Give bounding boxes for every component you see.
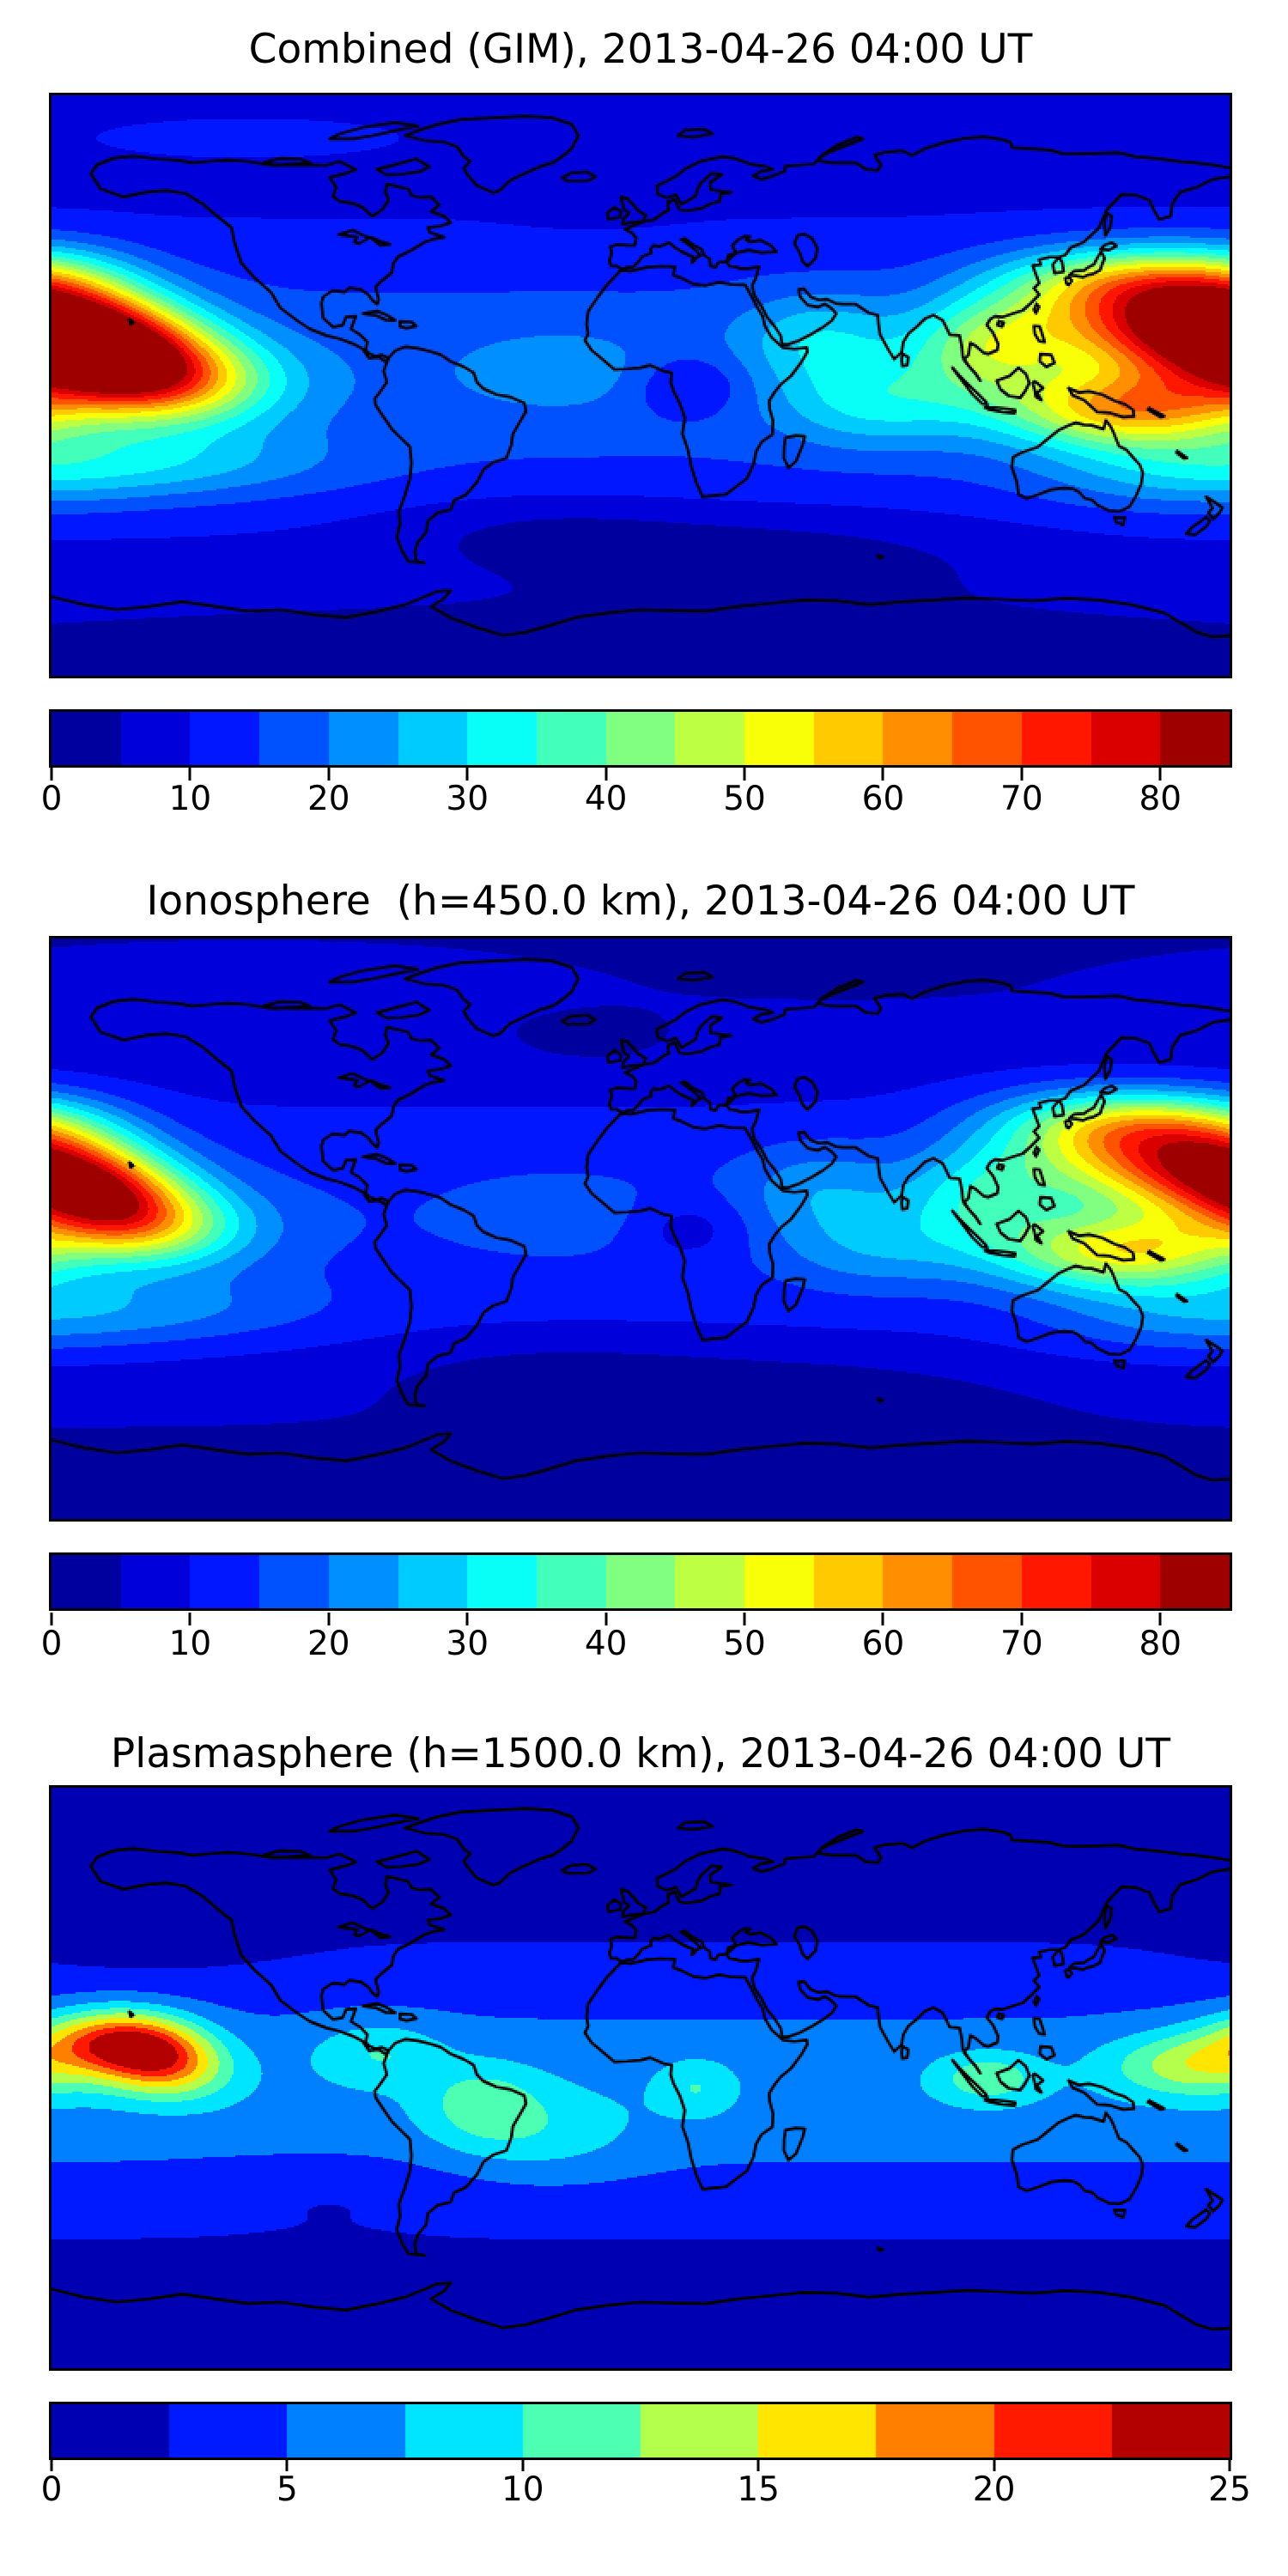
panel-title: Ionosphere (h=450.0 km), 2013-04-26 04:0…	[146, 878, 1135, 925]
colorbar-tick-label: 20	[307, 1625, 350, 1663]
colorbar-ticks	[50, 1613, 1230, 1626]
colorbar-tick-label: 50	[723, 1625, 766, 1663]
colorbar-tick-label: 10	[501, 2470, 544, 2509]
colorbar-tick	[285, 2458, 289, 2471]
panel-combined: Combined (GIM), 2013-04-26 04:00 UT 0 10 2…	[41, 0, 1232, 850]
colorbar-tick-labels: 0 5 10 15 20 25	[41, 2470, 1251, 2515]
colorbar-tick-label: 70	[1000, 780, 1043, 818]
map-frame	[49, 93, 1232, 678]
colorbar-tick	[50, 1613, 53, 1625]
colorbar-frame	[49, 1552, 1232, 1611]
colorbar-tick	[881, 1613, 884, 1625]
colorbar-tick-label: 0	[40, 2470, 63, 2509]
colorbar-tick-labels: 0 10 20 30 40 50 60 70 80	[41, 780, 1230, 824]
colorbar-tick	[465, 768, 469, 781]
colorbar-tick	[881, 768, 884, 781]
colorbar-tick-label: 80	[1139, 1625, 1182, 1663]
map-canvas-plasmasphere	[52, 1788, 1230, 2368]
colorbar-tick-label: 20	[972, 2470, 1016, 2509]
colorbar-tick	[605, 768, 608, 781]
panel-plasmasphere: Plasmasphere (h=1500.0 km), 2013-04-26 0…	[41, 1692, 1251, 2543]
colorbar-tick	[743, 1613, 746, 1625]
colorbar-tick	[188, 1613, 191, 1625]
colorbar-tick-label: 25	[1208, 2470, 1251, 2509]
colorbar-tick-label: 20	[307, 780, 350, 818]
map-frame	[49, 1785, 1232, 2371]
colorbar-tick-label: 30	[446, 780, 489, 818]
colorbar-tick	[1020, 1613, 1024, 1625]
colorbar-canvas	[52, 1555, 1230, 1608]
colorbar-tick	[521, 2458, 525, 2471]
colorbar-tick-label: 10	[168, 1625, 212, 1663]
colorbar-ticks	[50, 2458, 1231, 2472]
colorbar-tick-label: 60	[861, 780, 905, 818]
colorbar-tick-label: 70	[1000, 1625, 1043, 1663]
colorbar-tick	[756, 2458, 760, 2471]
colorbar-tick	[188, 768, 191, 781]
colorbar-tick	[1158, 1613, 1162, 1625]
map-canvas-combined	[52, 95, 1230, 676]
map-canvas-ionosphere	[52, 939, 1230, 1519]
colorbar-tick	[993, 2458, 996, 2471]
colorbar-tick	[50, 2458, 53, 2471]
colorbar-tick-label: 40	[584, 780, 628, 818]
panel-ionosphere: Ionosphere (h=450.0 km), 2013-04-26 04:0…	[41, 843, 1232, 1693]
colorbar-tick	[743, 768, 746, 781]
map-frame	[49, 936, 1232, 1522]
colorbar-tick	[465, 1613, 469, 1625]
colorbar-tick-labels: 0 10 20 30 40 50 60 70 80	[41, 1625, 1230, 1669]
colorbar-tick-label: 0	[40, 780, 63, 818]
colorbar-tick-label: 30	[446, 1625, 489, 1663]
colorbar-tick	[1020, 768, 1024, 781]
colorbar-tick-label: 5	[276, 2470, 298, 2509]
colorbar-tick-label: 60	[861, 1625, 905, 1663]
colorbar-tick	[50, 768, 53, 781]
colorbar-tick	[327, 768, 331, 781]
colorbar-ticks	[50, 768, 1230, 781]
colorbar-tick	[1228, 2458, 1231, 2471]
colorbar-frame	[49, 2402, 1232, 2460]
colorbar-tick-label: 0	[40, 1625, 63, 1663]
colorbar-tick-label: 50	[723, 780, 766, 818]
panel-title: Combined (GIM), 2013-04-26 04:00 UT	[248, 26, 1033, 73]
panel-title: Plasmasphere (h=1500.0 km), 2013-04-26 0…	[110, 1730, 1171, 1777]
colorbar-canvas	[52, 712, 1230, 765]
colorbar-tick	[1158, 768, 1162, 781]
colorbar-tick-label: 15	[737, 2470, 781, 2509]
colorbar-canvas	[52, 2404, 1230, 2458]
colorbar-tick-label: 40	[584, 1625, 628, 1663]
colorbar-tick	[327, 1613, 331, 1625]
colorbar-tick	[605, 1613, 608, 1625]
colorbar-frame	[49, 709, 1232, 768]
colorbar-tick-label: 80	[1139, 780, 1182, 818]
colorbar-tick-label: 10	[168, 780, 212, 818]
